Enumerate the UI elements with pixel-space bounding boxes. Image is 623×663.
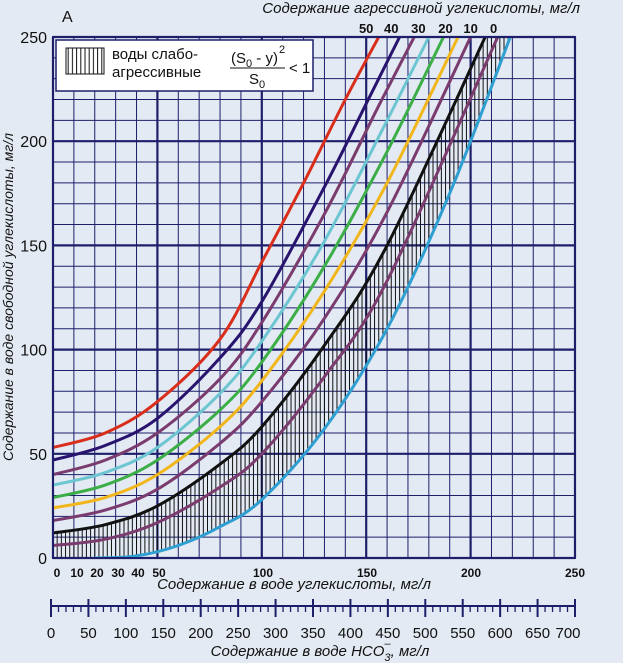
series-line-25 bbox=[53, 37, 445, 500]
series-line-20 bbox=[53, 37, 460, 510]
formula-num-sub: 0 bbox=[246, 58, 252, 70]
x-tick-150: 150 bbox=[357, 566, 377, 580]
hco3-tick-150: 150 bbox=[151, 625, 176, 642]
x-tick-250: 250 bbox=[565, 566, 585, 580]
formula-num-open: (S bbox=[231, 50, 246, 67]
hco3-tick-0: 0 bbox=[47, 625, 55, 642]
series-line-0 bbox=[93, 37, 512, 558]
series-lines bbox=[53, 37, 512, 558]
top-series-labels: 50 40 30 20 10 0 bbox=[359, 21, 497, 36]
series-line-10 bbox=[53, 37, 487, 535]
hco3-title-sup: – bbox=[384, 638, 392, 650]
plot-background bbox=[53, 37, 575, 558]
series-line-5 bbox=[53, 37, 500, 547]
y-tick-200: 200 bbox=[20, 134, 47, 151]
legend: воды слабо- агрессивные (S0 - y)2 S0 < 1 bbox=[55, 39, 314, 92]
top-label-30: 30 bbox=[411, 21, 425, 36]
legend-line1: воды слабо- bbox=[112, 46, 198, 63]
y-tick-250: 250 bbox=[20, 30, 47, 47]
x-tick-10: 10 bbox=[70, 566, 84, 580]
y-tick-50: 50 bbox=[29, 447, 47, 464]
y-tick-labels: 0 50 100 150 200 250 bbox=[20, 30, 47, 568]
formula-num-sup: 2 bbox=[279, 44, 285, 56]
y-tick-100: 100 bbox=[20, 343, 47, 360]
legend-formula-numerator: (S0 - y)2 bbox=[231, 44, 285, 70]
x-tick-50: 50 bbox=[152, 566, 166, 580]
x-tick-200: 200 bbox=[461, 566, 481, 580]
hco3-tick-250: 250 bbox=[226, 625, 251, 642]
series-line-35 bbox=[53, 37, 416, 477]
plot-frame bbox=[52, 36, 576, 559]
hco3-tick-labels: 0 50 100 150 200 250 300 350 400 450 500 550 600 650 7… bbox=[47, 625, 581, 642]
hco3-title-suffix: , мг/л bbox=[391, 643, 430, 660]
x-tick-100: 100 bbox=[253, 566, 273, 580]
x-tick-20: 20 bbox=[90, 566, 104, 580]
series-line-30 bbox=[53, 37, 431, 487]
corner-label: А bbox=[62, 9, 73, 26]
legend-formula-rhs: < 1 bbox=[289, 60, 310, 77]
series-line-50 bbox=[53, 37, 381, 449]
hco3-tick-50: 50 bbox=[80, 625, 97, 642]
hco3-title-sub: 3 bbox=[384, 652, 391, 663]
hatched-region bbox=[53, 37, 509, 558]
hco3-title-prefix: Содержание в воде HCO bbox=[211, 643, 385, 660]
hco3-tick-200: 200 bbox=[188, 625, 213, 642]
top-title: Содержание агрессивной углекислоты, мг/л bbox=[262, 0, 580, 17]
y-axis-title: Содержание в воде свободной углекислоты,… bbox=[0, 133, 16, 461]
top-label-0: 0 bbox=[490, 21, 497, 36]
hco3-tick-700: 700 bbox=[555, 625, 580, 642]
y-tick-0: 0 bbox=[38, 551, 47, 568]
x-tick-30: 30 bbox=[111, 566, 125, 580]
hco3-tick-650: 650 bbox=[525, 625, 550, 642]
formula-den-s: S bbox=[249, 71, 259, 88]
top-label-40: 40 bbox=[384, 21, 398, 36]
hco3-tick-600: 600 bbox=[488, 625, 513, 642]
formula-den-sub: 0 bbox=[259, 79, 265, 91]
top-label-20: 20 bbox=[438, 21, 452, 36]
hco3-axis-title: Содержание в воде HCO3 –, мг/л bbox=[211, 638, 430, 663]
y-tick-150: 150 bbox=[20, 238, 47, 255]
hco3-tick-400: 400 bbox=[338, 625, 363, 642]
top-label-50: 50 bbox=[359, 21, 373, 36]
hco3-tick-500: 500 bbox=[413, 625, 438, 642]
series-line-15 bbox=[53, 37, 473, 522]
hco3-tick-550: 550 bbox=[450, 625, 475, 642]
top-label-10: 10 bbox=[463, 21, 477, 36]
x-tick-labels: 0 10 20 30 40 50 100 150 200 250 bbox=[54, 566, 586, 580]
legend-formula-denominator: S0 bbox=[249, 71, 265, 91]
legend-swatch bbox=[65, 47, 105, 75]
x-tick-40: 40 bbox=[131, 566, 145, 580]
hco3-tick-100: 100 bbox=[113, 625, 138, 642]
formula-num-mid: - y) bbox=[252, 50, 278, 67]
legend-line2: агрессивные bbox=[112, 64, 201, 81]
hco3-tick-450: 450 bbox=[375, 625, 400, 642]
series-line-40 bbox=[53, 37, 402, 462]
hco3-tick-300: 300 bbox=[263, 625, 288, 642]
hco3-scale bbox=[50, 599, 576, 617]
x-tick-0: 0 bbox=[54, 566, 61, 580]
x-axis-title: Содержание в воде углекислоты, мг/л bbox=[157, 576, 431, 593]
hco3-tick-350: 350 bbox=[300, 625, 325, 642]
